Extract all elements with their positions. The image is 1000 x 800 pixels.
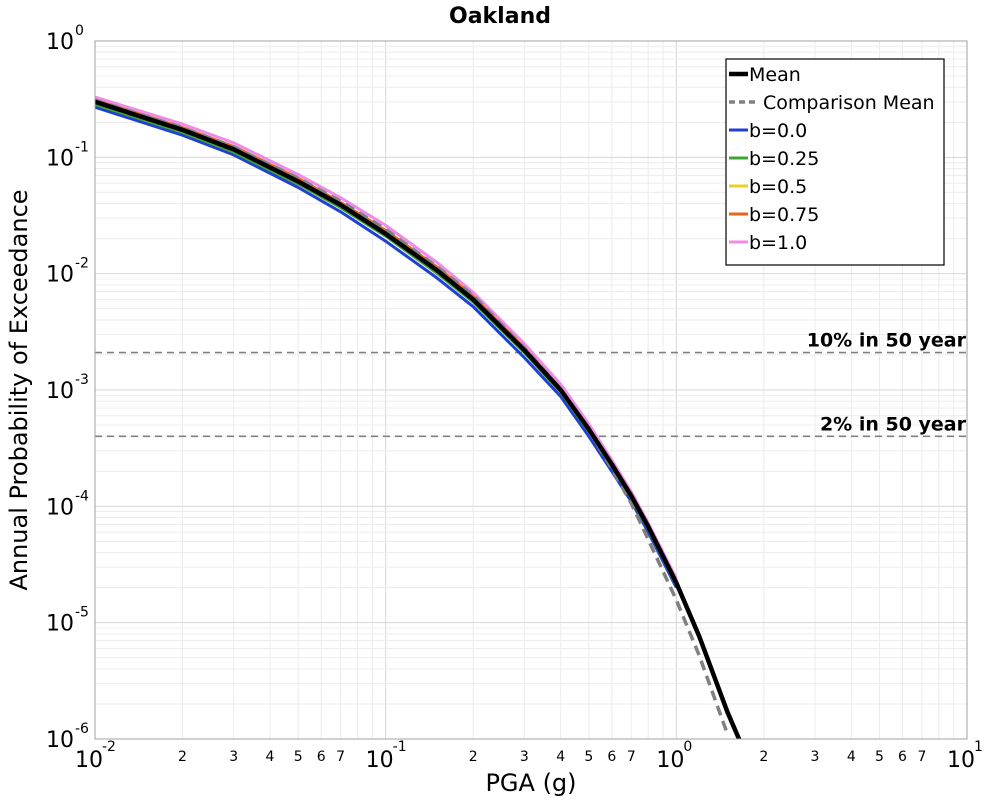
x-minor-tick-label: 6: [317, 749, 326, 765]
y-tick-exponent: -1: [75, 139, 89, 155]
y-tick-label: 10: [46, 379, 74, 404]
legend-label: b=0.25: [749, 148, 819, 170]
y-tick-label: 10: [46, 612, 74, 637]
x-tick-label: 10: [656, 748, 684, 773]
y-tick-label: 10: [46, 146, 74, 171]
x-tick-label: 10: [75, 748, 103, 773]
x-minor-tick-label: 5: [875, 749, 884, 765]
legend-label: b=1.0: [749, 232, 807, 254]
x-axis-label: PGA (g): [485, 769, 576, 797]
reference-line-label: 10% in 50 year: [807, 330, 967, 352]
series-lines: [95, 95, 742, 739]
x-minor-tick-label: 4: [847, 749, 856, 765]
x-minor-tick-label: 2: [759, 749, 768, 765]
x-tick-label: 10: [947, 748, 975, 773]
x-minor-tick-label: 2: [469, 749, 478, 765]
y-tick-exponent: -4: [75, 488, 89, 504]
y-axis-label: Annual Probability of Exceedance: [5, 189, 33, 590]
x-tick-exponent: -1: [393, 739, 407, 755]
legend-box: [725, 58, 945, 266]
x-minor-tick-label: 5: [584, 749, 593, 765]
y-tick-exponent: -3: [75, 372, 89, 388]
y-tick-label: 10: [46, 728, 74, 753]
x-minor-tick-label: 4: [556, 749, 565, 765]
legend-label: b=0.75: [749, 204, 819, 226]
x-tick-label: 10: [366, 748, 394, 773]
x-minor-tick-label: 6: [898, 749, 907, 765]
legend-label: Comparison Mean: [763, 92, 935, 114]
legend-label: Mean: [749, 64, 801, 86]
x-minor-tick-label: 3: [520, 749, 529, 765]
plot-frame: [94, 40, 968, 740]
legend: Mean Comparison Mean b=0.0 b=0.25 b=0.5 b=0.7…: [725, 58, 945, 266]
x-minor-tick-label: 4: [266, 749, 275, 765]
series-line-mean: [95, 99, 742, 739]
legend-label: b=0.0: [749, 120, 807, 142]
x-minor-tick-label: 7: [627, 749, 636, 765]
reference-line-label: 2% in 50 year: [820, 413, 967, 435]
series-line-comparison-mean: [95, 98, 730, 735]
y-tick-label: 10: [46, 263, 74, 288]
y-tick-label: 10: [46, 495, 74, 520]
x-minor-tick-label: 7: [336, 749, 345, 765]
y-tick-exponent: -6: [75, 721, 89, 737]
x-tick-exponent: 1: [974, 739, 983, 755]
x-minor-tick-label: 5: [294, 749, 303, 765]
y-tick-label: 10: [46, 30, 74, 55]
x-minor-tick-label: 3: [229, 749, 238, 765]
y-tick-exponent: 0: [75, 23, 84, 39]
x-minor-tick-label: 7: [918, 749, 927, 765]
x-minor-tick-label: 6: [607, 749, 616, 765]
y-tick-exponent: -2: [75, 256, 89, 272]
x-tick-exponent: 0: [683, 739, 692, 755]
x-minor-tick-label: 3: [811, 749, 820, 765]
reference-lines: 10% in 50 year 2% in 50 year: [95, 330, 967, 438]
legend-label: b=0.5: [749, 176, 807, 198]
chart-title: Oakland: [449, 4, 551, 29]
x-minor-tick-label: 2: [178, 749, 187, 765]
x-tick-exponent: -2: [102, 739, 116, 755]
y-tick-exponent: -5: [75, 605, 89, 621]
